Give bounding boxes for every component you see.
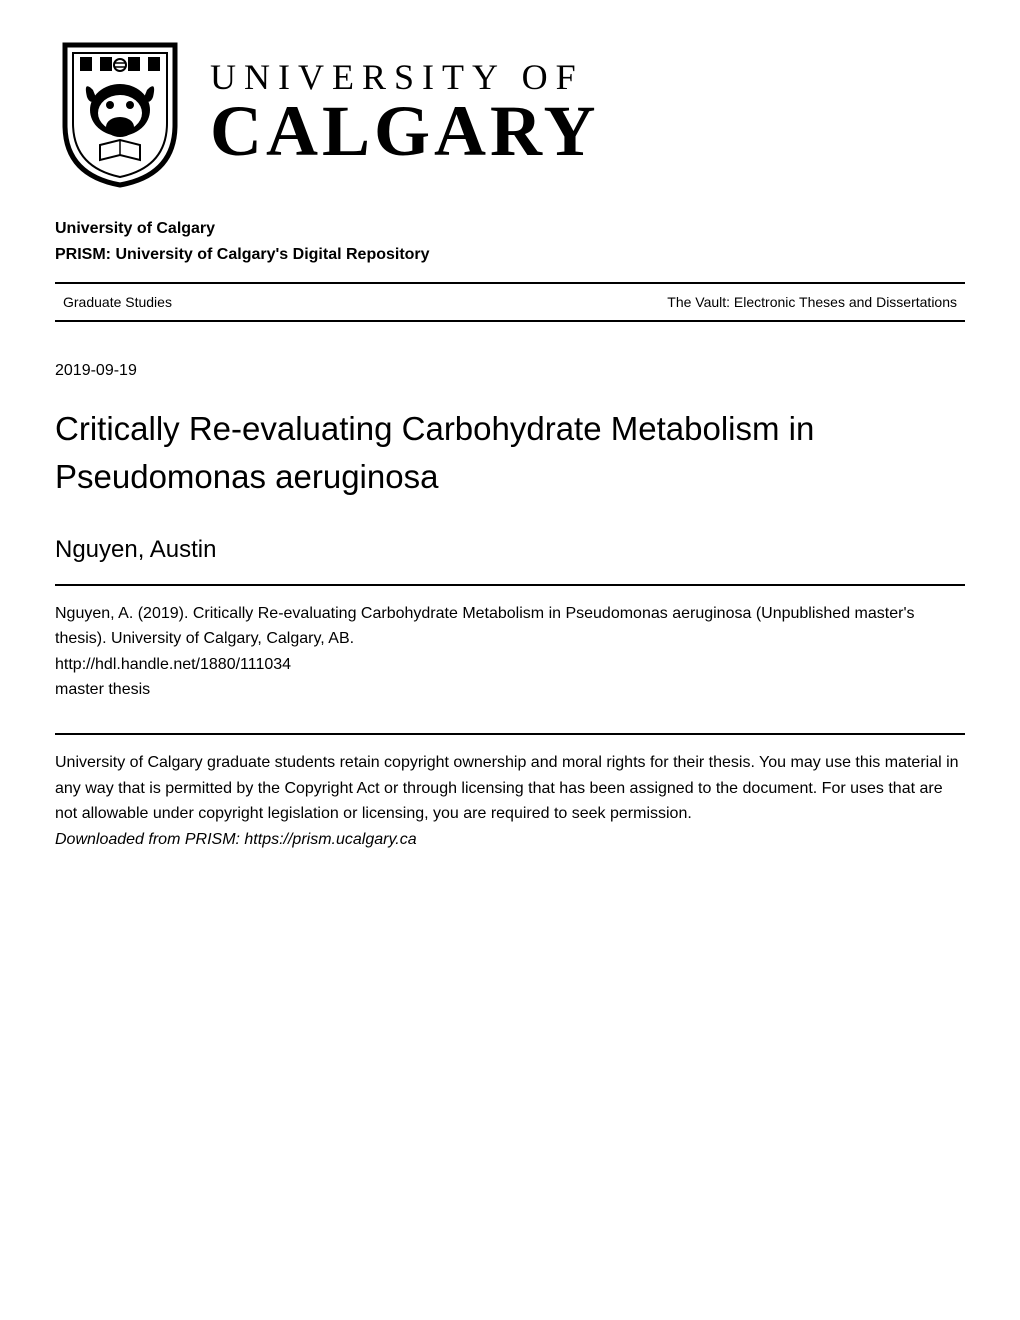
department-row: Graduate Studies The Vault: Electronic T… <box>55 284 965 320</box>
rights-statement: University of Calgary graduate students … <box>55 735 965 827</box>
university-wordmark: UNIVERSITY OF CALGARY <box>210 59 599 167</box>
author-name: Nguyen, Austin <box>55 536 965 564</box>
institution-name: University of Calgary <box>55 220 965 238</box>
citation-block: Nguyen, A. (2019). Critically Re-evaluat… <box>55 586 965 733</box>
calgary-text: CALGARY <box>210 95 599 167</box>
department-right: The Vault: Electronic Theses and Dissert… <box>667 294 957 310</box>
download-note: Downloaded from PRISM: https://prism.uca… <box>55 827 965 853</box>
document-title: Critically Re-evaluating Carbohydrate Me… <box>55 405 965 501</box>
logo-section: UNIVERSITY OF CALGARY <box>55 35 965 190</box>
university-shield-icon <box>55 35 185 190</box>
university-of-text: UNIVERSITY OF <box>210 59 599 95</box>
department-left: Graduate Studies <box>63 294 172 310</box>
citation-uri: http://hdl.handle.net/1880/111034 <box>55 652 965 678</box>
divider <box>55 320 965 322</box>
repository-name: PRISM: University of Calgary's Digital R… <box>55 246 965 264</box>
document-type: master thesis <box>55 677 965 703</box>
publication-date: 2019-09-19 <box>55 362 965 380</box>
citation-text: Nguyen, A. (2019). Critically Re-evaluat… <box>55 601 965 652</box>
